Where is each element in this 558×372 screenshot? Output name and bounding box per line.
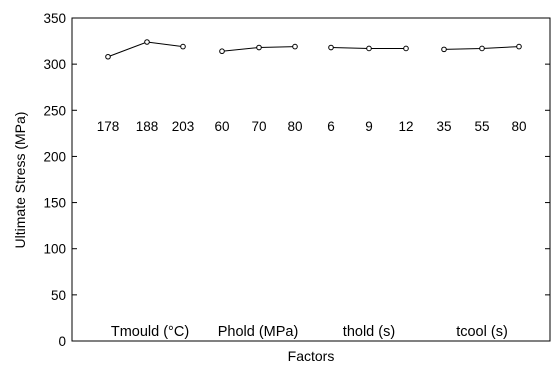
factor-label: thold (s) bbox=[343, 324, 395, 340]
y-tick-label: 350 bbox=[43, 11, 66, 26]
data-point bbox=[366, 45, 372, 52]
data-point bbox=[516, 43, 522, 50]
level-label: 70 bbox=[251, 119, 266, 134]
data-point bbox=[144, 39, 150, 45]
y-tick-label: 50 bbox=[51, 288, 66, 303]
factor-label: Tmould (°C) bbox=[111, 324, 189, 340]
data-point bbox=[292, 43, 298, 50]
y-tick-label: 0 bbox=[58, 334, 66, 349]
level-label: 35 bbox=[436, 119, 451, 134]
level-label: 80 bbox=[287, 119, 302, 134]
y-axis-label: Ultimate Stress (MPa) bbox=[12, 112, 28, 249]
series-layer bbox=[105, 39, 522, 60]
level-label: 60 bbox=[214, 119, 229, 134]
y-tick-label: 300 bbox=[43, 57, 66, 72]
factor-label: tcool (s) bbox=[456, 324, 508, 340]
level-label: 12 bbox=[398, 119, 413, 134]
level-label: 6 bbox=[327, 119, 335, 134]
level-label: 80 bbox=[511, 119, 526, 134]
data-point bbox=[403, 45, 409, 52]
y-tick-label: 200 bbox=[43, 149, 66, 164]
level-labels: 178 188 203 60 70 80 6 9 12 35 55 80 bbox=[97, 119, 527, 134]
data-point bbox=[180, 43, 186, 50]
y-axis-ticks: 0 50 100 150 200 250 300 350 bbox=[43, 11, 550, 349]
data-point bbox=[219, 48, 225, 55]
level-label: 9 bbox=[365, 119, 373, 134]
level-label: 203 bbox=[172, 119, 195, 134]
data-point bbox=[328, 44, 334, 51]
y-tick-label: 150 bbox=[43, 196, 66, 211]
data-point bbox=[479, 45, 485, 52]
level-label: 188 bbox=[136, 119, 159, 134]
x-axis-label: Factors bbox=[288, 348, 335, 364]
data-point bbox=[441, 46, 447, 53]
level-label: 178 bbox=[97, 119, 120, 134]
data-point bbox=[105, 53, 111, 60]
y-tick-label: 250 bbox=[43, 103, 66, 118]
data-point bbox=[256, 44, 262, 51]
y-tick-label: 100 bbox=[43, 242, 66, 257]
level-label: 55 bbox=[474, 119, 489, 134]
plot-area-frame bbox=[71, 17, 551, 342]
factor-label: Phold (MPa) bbox=[218, 324, 299, 340]
factor-labels: Tmould (°C) Phold (MPa) thold (s) tcool (s) bbox=[111, 324, 508, 340]
